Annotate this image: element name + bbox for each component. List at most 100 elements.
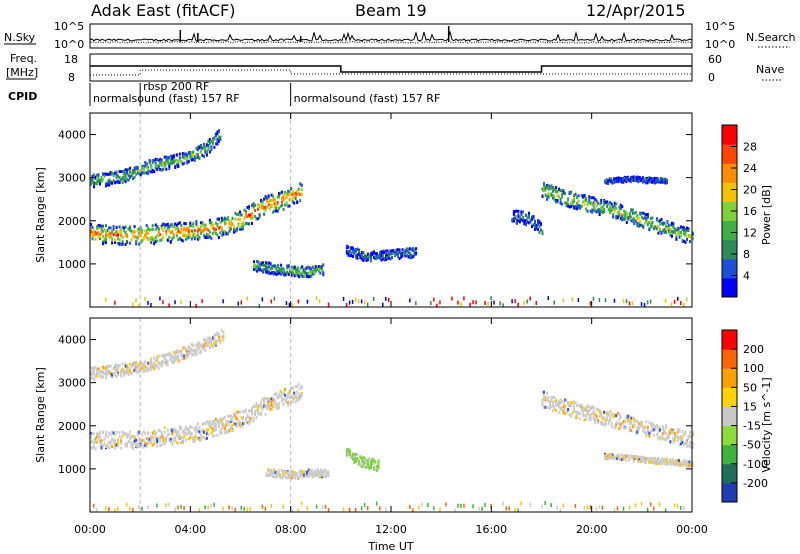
range-gate-cell	[652, 177, 655, 181]
range-gate-cell	[661, 462, 664, 466]
range-gate-cell	[163, 426, 166, 430]
range-gate-cell	[667, 223, 670, 227]
range-gate-cell	[550, 186, 553, 190]
range-gate-cell	[277, 473, 280, 477]
range-gate-cell	[287, 394, 290, 398]
range-gate-cell	[257, 207, 260, 211]
ground-scatter-cell	[589, 301, 592, 306]
range-gate-cell	[678, 463, 680, 467]
ground-scatter-cell	[436, 303, 438, 308]
range-gate-cell	[166, 433, 169, 437]
range-gate-cell	[278, 402, 281, 406]
range-gate-cell	[310, 274, 313, 278]
range-gate-cell	[622, 217, 625, 221]
range-gate-cell	[198, 156, 201, 160]
ground-scatter-cell	[652, 506, 655, 511]
range-gate-cell	[150, 358, 153, 362]
range-gate-cell	[184, 431, 187, 435]
range-gate-cell	[230, 419, 232, 423]
range-gate-cell	[184, 237, 187, 241]
range-gate-cell	[138, 229, 141, 233]
range-gate-cell	[192, 353, 195, 357]
range-gate-cell	[151, 431, 154, 435]
range-gate-cell	[630, 419, 633, 423]
range-gate-cell	[286, 264, 289, 268]
range-gate-cell	[614, 180, 617, 184]
range-gate-cell	[673, 436, 676, 440]
range-gate-cell	[162, 434, 165, 438]
range-gate-cell	[129, 437, 132, 440]
range-gate-cell	[689, 240, 691, 244]
range-gate-cell	[663, 431, 666, 435]
range-gate-cell	[517, 209, 520, 213]
range-gate-cell	[307, 468, 310, 472]
range-gate-cell	[249, 215, 252, 219]
range-gate-cell	[219, 339, 222, 343]
range-gate-cell	[93, 441, 95, 445]
range-gate-cell	[187, 430, 190, 434]
range-gate-cell	[190, 155, 193, 159]
range-gate-cell	[271, 266, 274, 270]
range-gate-cell	[687, 460, 689, 464]
range-gate-cell	[115, 443, 118, 447]
range-gate-cell	[553, 195, 556, 199]
range-gate-cell	[292, 471, 295, 474]
range-gate-cell	[195, 425, 198, 429]
range-gate-cell	[118, 176, 121, 180]
range-gate-cell	[664, 432, 667, 435]
ground-scatter-cell	[159, 296, 161, 301]
range-gate-cell	[674, 463, 677, 467]
range-gate-cell	[220, 226, 223, 230]
range-gate-cell	[615, 414, 618, 418]
range-gate-cell	[380, 250, 383, 254]
range-gate-cell	[245, 416, 247, 420]
range-gate-cell	[172, 351, 175, 355]
range-gate-cell	[634, 431, 637, 435]
range-gate-cell	[273, 202, 276, 206]
range-gate-cell	[552, 401, 554, 405]
range-gate-cell	[625, 178, 628, 182]
range-gate-cell	[108, 180, 111, 184]
range-gate-cell	[96, 227, 98, 231]
range-gate-cell	[136, 445, 139, 449]
range-gate-cell	[356, 256, 359, 260]
range-gate-cell	[103, 172, 106, 176]
range-gate-cell	[168, 438, 171, 442]
range-gate-cell	[647, 180, 650, 184]
range-gate-cell	[115, 225, 118, 229]
range-gate-cell	[552, 196, 554, 200]
range-gate-cell	[646, 458, 649, 462]
range-gate-cell	[663, 429, 666, 433]
range-gate-cell	[598, 202, 601, 206]
range-gate-cell	[123, 431, 126, 435]
range-gate-cell	[96, 440, 98, 444]
range-gate-cell	[278, 206, 281, 210]
ground-scatter-cell	[625, 299, 628, 304]
range-gate-cell	[100, 225, 103, 229]
ground-scatter-cell	[108, 507, 110, 512]
range-gate-cell	[371, 253, 374, 257]
range-gate-cell	[403, 253, 405, 256]
range-gate-cell	[314, 265, 317, 269]
range-gate-cell	[606, 417, 609, 421]
range-gate-cell	[230, 426, 232, 429]
range-gate-cell	[281, 269, 284, 273]
range-gate-cell	[559, 401, 562, 405]
range-gate-cell	[635, 175, 638, 179]
range-gate-cell	[301, 272, 304, 276]
range-gate-cell	[692, 431, 694, 435]
range-gate-cell	[159, 239, 162, 242]
freq-left-tick-top: 18	[64, 53, 78, 66]
range-gate-cell	[685, 461, 688, 465]
range-gate-cell	[612, 205, 615, 209]
ground-scatter-cell	[640, 501, 643, 506]
ground-scatter-cell	[634, 503, 637, 508]
range-gate-cell	[300, 391, 303, 395]
range-gate-cell	[248, 420, 250, 424]
range-gate-cell	[366, 255, 369, 259]
range-gate-cell	[207, 422, 210, 426]
range-gate-cell	[236, 410, 238, 414]
range-gate-cell	[571, 198, 574, 202]
range-gate-cell	[202, 145, 205, 148]
range-gate-cell	[165, 159, 168, 163]
